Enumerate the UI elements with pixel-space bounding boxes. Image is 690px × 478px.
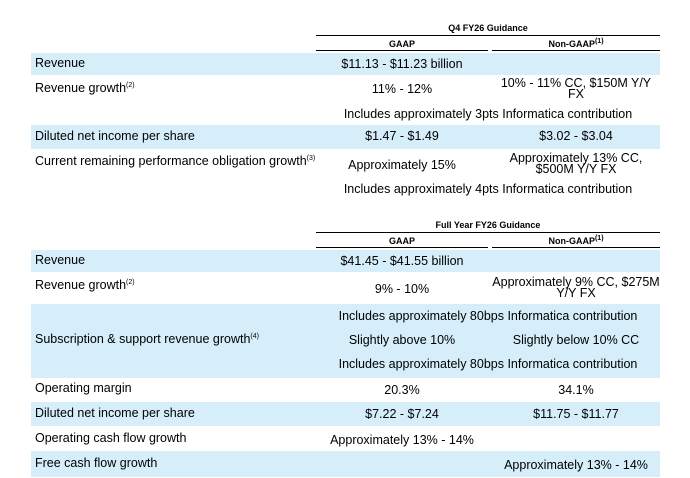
q4-revenue-label: Revenue (35, 56, 86, 70)
q4-eps-row-bg (31, 125, 660, 149)
fy-title-rule (316, 232, 660, 233)
q4-crpo-note: (3) (306, 154, 316, 162)
q4-crpo-nongaap: Approximately 13% CC, $500M Y/Y FX (509, 151, 643, 176)
fy-rev-growth-gaap: 9% - 10% (374, 282, 430, 296)
q4-crpo-informatica-note: Includes approximately 4pts Informatica … (343, 182, 633, 196)
fy-eps-label: Diluted net income per share (35, 406, 195, 420)
q4-rev-growth-gaap: 11% - 12% (371, 82, 433, 96)
fy-op-margin-gaap: 20.3% (384, 383, 420, 397)
q4-nongaap-header-text: Non-GAAP (548, 39, 595, 49)
q4-eps-nongaap: $3.02 - $3.04 (539, 129, 613, 143)
fy-op-margin-label: Operating margin (35, 381, 132, 395)
q4-eps-gaap: $1.47 - $1.49 (365, 129, 439, 143)
fy-rev-growth-informatica-note: Includes approximately 80bps Informatica… (338, 309, 638, 323)
fy-gaap-header: GAAP (388, 236, 415, 246)
fy-nongaap-header-text: Non-GAAP (548, 236, 595, 246)
q4-nongaap-header-note: (1) (594, 38, 604, 45)
fy-guidance-title: Full Year FY26 Guidance (435, 220, 541, 230)
q4-rev-growth-note: (2) (126, 81, 135, 89)
fy-rev-growth-nongaap: Approximately 9% CC, $275M Y/Y FX (492, 275, 660, 300)
fy-revenue-row-bg (31, 250, 660, 272)
fy-revenue-label: Revenue (35, 253, 86, 267)
fy-subs-nongaap: Slightly below 10% CC (512, 333, 640, 347)
fy-subs-gaap: Slightly above 10% (348, 333, 456, 347)
q4-revenue-gaap: $11.13 - $11.23 billion (341, 57, 463, 71)
q4-nongaap-rule (492, 50, 660, 51)
fy-subscription-block-bg (31, 304, 660, 378)
fy-fcf-row-bg (31, 451, 660, 477)
fy-eps-nongaap: $11.75 - $11.77 (533, 407, 619, 421)
fy-nongaap-header-note: (1) (594, 235, 604, 242)
fy-nongaap-rule (492, 247, 660, 248)
fy-nongaap-header: Non-GAAP(1) (492, 235, 660, 246)
q4-crpo-gaap: Approximately 15% (348, 158, 456, 172)
q4-rev-growth-nongaap: 10% - 11% CC, $150M Y/Y FX (500, 76, 652, 101)
q4-gaap-rule (316, 50, 488, 51)
fy-gaap-rule (316, 247, 488, 248)
q4-crpo-label-text: Current remaining performance obligation… (35, 154, 307, 168)
fy-fcf-label: Free cash flow growth (35, 456, 158, 470)
fy-revenue-gaap: $41.45 - $41.55 billion (340, 254, 464, 268)
q4-gaap-header: GAAP (388, 39, 415, 49)
q4-nongaap-header: Non-GAAP(1) (492, 38, 660, 49)
fy-rev-growth-label-text: Revenue growth (35, 278, 127, 292)
fy-subs-label-text: Subscription & support revenue growth (35, 332, 251, 346)
fy-subs-informatica-note: Includes approximately 80bps Informatica… (338, 357, 638, 371)
q4-eps-label: Diluted net income per share (35, 129, 195, 143)
fy-fcf-nongaap: Approximately 13% - 14% (504, 458, 648, 472)
fy-eps-gaap: $7.22 - $7.24 (365, 407, 439, 421)
q4-rev-growth-label: Revenue growth(2) (35, 82, 135, 95)
fy-subs-note: (4) (250, 332, 259, 340)
fy-ocf-gaap: Approximately 13% - 14% (330, 433, 474, 447)
fy-rev-growth-note: (2) (126, 278, 135, 286)
q4-guidance-title: Q4 FY26 Guidance (448, 23, 528, 33)
fy-rev-growth-label: Revenue growth(2) (35, 279, 135, 292)
fy-op-margin-nongaap: 34.1% (558, 383, 594, 397)
q4-rev-growth-informatica-note: Includes approximately 3pts Informatica … (343, 107, 633, 121)
q4-title-rule (316, 35, 660, 36)
fy-eps-row-bg (31, 402, 660, 426)
q4-rev-growth-label-text: Revenue growth (35, 81, 127, 95)
q4-crpo-label: Current remaining performance obligation… (35, 155, 315, 168)
fy-ocf-label: Operating cash flow growth (35, 431, 187, 445)
fy-subs-label: Subscription & support revenue growth(4) (35, 333, 259, 346)
q4-revenue-row-bg (31, 53, 660, 75)
